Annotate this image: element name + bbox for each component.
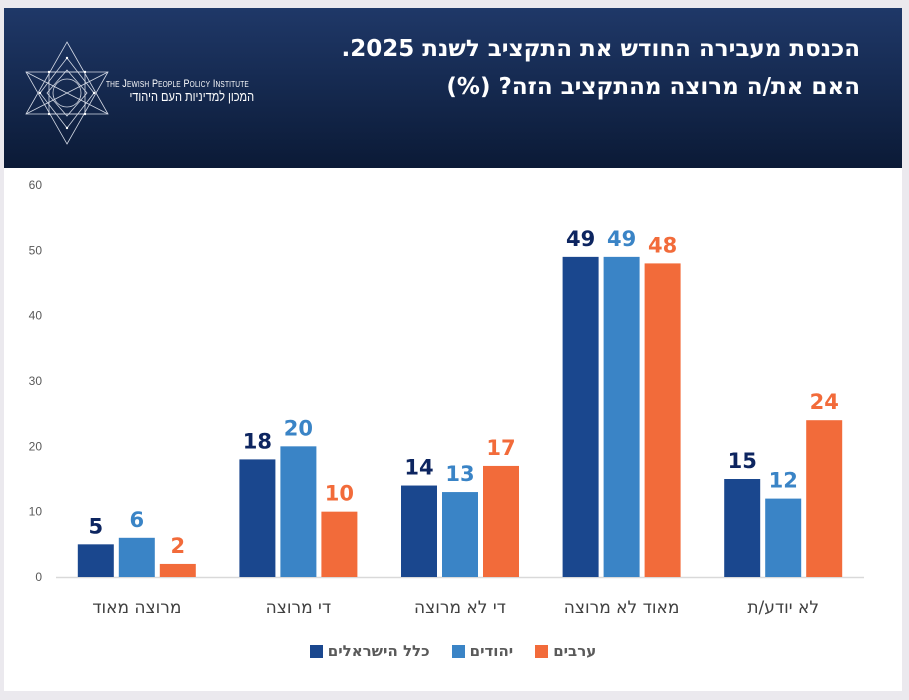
jppi-star-logo-icon: [25, 41, 109, 145]
header-banner: the Jewish People Policy Institute המכון…: [4, 8, 902, 168]
legend-label: כלל הישראלים: [327, 642, 430, 660]
data-label-all_israelis: 49: [566, 227, 595, 251]
data-label-all_israelis: 15: [728, 449, 757, 473]
data-label-jews: 13: [445, 462, 474, 486]
legend-swatch: [309, 644, 323, 658]
y-tick-label: 10: [29, 505, 43, 519]
data-label-arabs: 2: [170, 534, 185, 558]
legend-swatch: [451, 644, 465, 658]
data-label-arabs: 24: [810, 390, 839, 414]
bar-arabs: [159, 563, 196, 577]
legend-item-all_israelis: כלל הישראלים: [309, 642, 430, 660]
legend-label: יהודים: [469, 642, 514, 660]
x-category-label: די מרוצה: [266, 598, 331, 618]
legend-swatch: [535, 644, 549, 658]
data-label-all_israelis: 14: [404, 456, 433, 480]
data-label-jews: 6: [129, 508, 144, 532]
logo-english-name: the Jewish People Policy Institute: [106, 78, 249, 90]
x-category-label: לא יודע/ת: [747, 598, 819, 618]
jppi-logo-text: the Jewish People Policy Institute המכון…: [106, 78, 280, 104]
bar-jews: [765, 498, 802, 577]
x-category-label: מרוצה מאוד: [92, 598, 181, 618]
data-label-jews: 20: [284, 416, 313, 440]
y-tick-label: 20: [29, 439, 43, 453]
data-label-arabs: 48: [648, 233, 677, 257]
bar-chart: 0 10 20 30 40 50 60 5 6 2 מרוצה מאוד 18 20 10 די מרוצה…: [29, 178, 864, 618]
bar-jews: [442, 492, 478, 577]
data-label-jews: 49: [607, 227, 636, 251]
x-category-label: די לא מרוצה: [414, 598, 506, 618]
chart-legend: כלל הישראלים יהודים ערבים: [4, 642, 902, 660]
bar-all_israelis: [239, 459, 276, 577]
bar-all_israelis: [77, 544, 114, 577]
bar-arabs: [483, 465, 519, 577]
y-tick-label: 60: [29, 178, 43, 192]
bar-jews: [603, 256, 640, 577]
y-tick-label: 0: [35, 570, 42, 584]
y-tick-label: 50: [29, 243, 43, 257]
data-label-all_israelis: 5: [88, 514, 103, 538]
data-label-jews: 12: [769, 469, 798, 493]
bar-arabs: [806, 420, 843, 577]
bar-all_israelis: [562, 256, 599, 577]
x-category-label: מאוד לא מרוצה: [564, 598, 680, 618]
legend-item-jews: יהודים: [451, 642, 514, 660]
data-label-arabs: 10: [325, 482, 354, 506]
legend-item-arabs: ערבים: [535, 642, 596, 660]
bar-arabs: [644, 263, 681, 577]
logo-hebrew-name: המכון למדיניות העם היהודי: [129, 89, 255, 104]
bar-all_israelis: [401, 485, 437, 577]
legend-label: ערבים: [553, 642, 597, 660]
chart-card: the Jewish People Policy Institute המכון…: [4, 8, 902, 691]
data-label-arabs: 17: [486, 436, 515, 460]
bar-jews: [118, 537, 155, 577]
chart-title: הכנסת מעבירה החודש את התקציב לשנת 2025. …: [341, 36, 860, 100]
bar-arabs: [321, 511, 358, 577]
bar-all_israelis: [724, 479, 761, 577]
y-tick-label: 40: [29, 309, 43, 323]
bar-jews: [280, 446, 317, 577]
y-tick-label: 30: [29, 374, 43, 388]
data-label-all_israelis: 18: [243, 429, 272, 453]
